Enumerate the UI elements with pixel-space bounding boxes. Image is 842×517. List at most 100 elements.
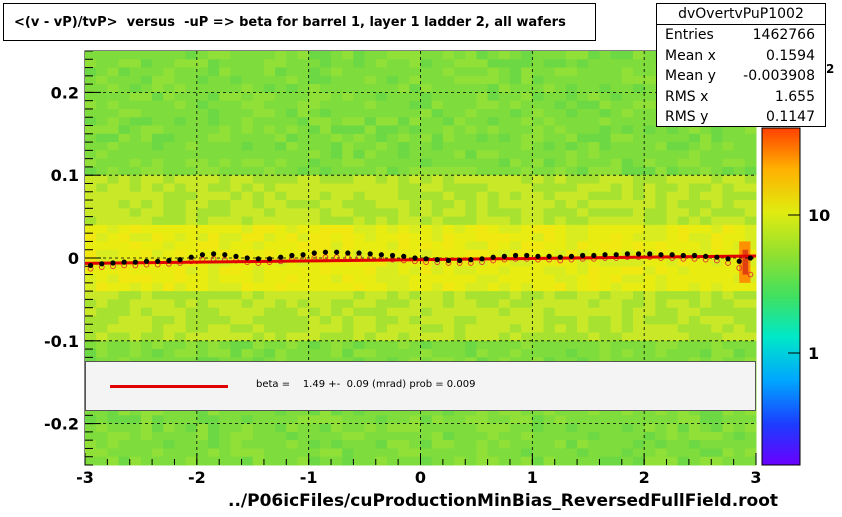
- heat-cell: [487, 117, 500, 127]
- heat-cell: [196, 166, 209, 176]
- heat-cell: [230, 100, 243, 110]
- heat-cell: [700, 150, 712, 160]
- heat-cell: [196, 150, 209, 160]
- heat-cell: [275, 282, 287, 292]
- heat-cell: [599, 150, 612, 160]
- heat-cell: [342, 51, 354, 60]
- heat-cell: [208, 349, 220, 358]
- heat-cell: [331, 84, 343, 93]
- heat-cell: [621, 158, 634, 168]
- heat-cell: [85, 456, 97, 466]
- heat-cell: [297, 224, 310, 234]
- heat-cell: [577, 307, 589, 317]
- heat-cell: [342, 291, 354, 300]
- heat-cell: [554, 440, 567, 449]
- heat-cell: [152, 92, 164, 102]
- heat-cell: [509, 175, 522, 184]
- heat-cell: [96, 241, 108, 251]
- heat-cell: [465, 125, 477, 135]
- heat-cell: [342, 67, 354, 77]
- heat-cell: [487, 108, 500, 118]
- heat-cell: [163, 125, 175, 135]
- heat-cell: [509, 208, 522, 218]
- profile-point: [736, 258, 742, 264]
- heat-cell: [632, 274, 645, 284]
- heat-cell: [263, 324, 276, 334]
- heat-cell: [454, 332, 466, 342]
- heat-cell: [420, 100, 433, 110]
- heat-cell: [711, 191, 723, 201]
- heat-cell: [565, 349, 578, 358]
- heat-cell: [308, 150, 321, 160]
- heat-cell: [509, 299, 522, 309]
- heat-cell: [263, 291, 276, 300]
- heat-cell: [733, 448, 746, 458]
- heat-cell: [610, 125, 623, 135]
- heat-cell: [297, 266, 310, 276]
- heat-cell: [319, 456, 332, 466]
- heat-cell: [118, 266, 131, 276]
- heat-cell: [711, 166, 723, 176]
- heat-cell: [163, 158, 175, 168]
- heat-cell: [465, 224, 477, 234]
- heat-cell: [498, 51, 511, 60]
- heat-cell: [577, 75, 589, 85]
- stats-value: 1462766: [752, 27, 815, 43]
- heat-cell: [96, 407, 108, 416]
- heat-cell: [532, 51, 545, 60]
- heat-cell: [476, 150, 489, 160]
- heat-cell: [129, 315, 142, 325]
- heat-cell: [599, 183, 612, 193]
- heat-cell: [163, 183, 175, 193]
- heat-cell: [375, 266, 388, 276]
- heat-cell: [476, 332, 489, 342]
- heat-cell: [621, 125, 634, 135]
- heat-cell: [252, 175, 265, 184]
- legend-fit-text: beta = 1.49 +- 0.09 (mrad) prob = 0.009: [256, 379, 476, 390]
- heat-cell: [565, 67, 578, 77]
- heat-cell: [655, 440, 668, 449]
- heat-cell: [509, 59, 522, 69]
- heat-cell: [409, 191, 421, 201]
- heat-cell: [744, 456, 757, 466]
- heat-cell: [163, 291, 175, 300]
- heat-cell: [185, 274, 198, 284]
- heat-cell: [554, 456, 567, 466]
- heat-cell: [554, 67, 567, 77]
- heat-cell: [487, 299, 500, 309]
- heat-cell: [208, 332, 220, 342]
- heat-cell: [196, 100, 209, 110]
- heat-cell: [196, 59, 209, 69]
- heat-cell: [319, 150, 332, 160]
- heat-cell: [565, 431, 578, 441]
- heat-cell: [219, 407, 231, 416]
- heat-cell: [677, 175, 690, 184]
- heat-cell: [118, 216, 131, 226]
- heat-cell: [476, 282, 489, 292]
- heat-cell: [96, 456, 108, 466]
- heat-cell: [252, 133, 265, 143]
- profile-point: [356, 250, 362, 256]
- heat-cell: [722, 233, 735, 242]
- heat-cell: [342, 440, 354, 449]
- profile-point: [680, 252, 686, 259]
- heat-cell: [342, 142, 354, 151]
- heat-cell: [431, 108, 444, 118]
- heat-cell: [275, 67, 287, 77]
- heat-cell: [711, 456, 723, 466]
- profile-point: [155, 258, 161, 264]
- heat-cell: [565, 200, 578, 209]
- heat-cell: [353, 431, 366, 441]
- heat-cell: [308, 266, 321, 276]
- heat-cell: [174, 67, 187, 77]
- y-tick-label: 0: [68, 249, 79, 268]
- heat-cell: [152, 456, 164, 466]
- heat-cell: [722, 133, 735, 143]
- heat-cell: [96, 100, 108, 110]
- stats-value: 0.1147: [766, 109, 815, 125]
- heat-cell: [532, 100, 545, 110]
- heat-cell: [700, 456, 712, 466]
- heat-cell: [398, 332, 410, 342]
- heat-cell: [297, 67, 310, 77]
